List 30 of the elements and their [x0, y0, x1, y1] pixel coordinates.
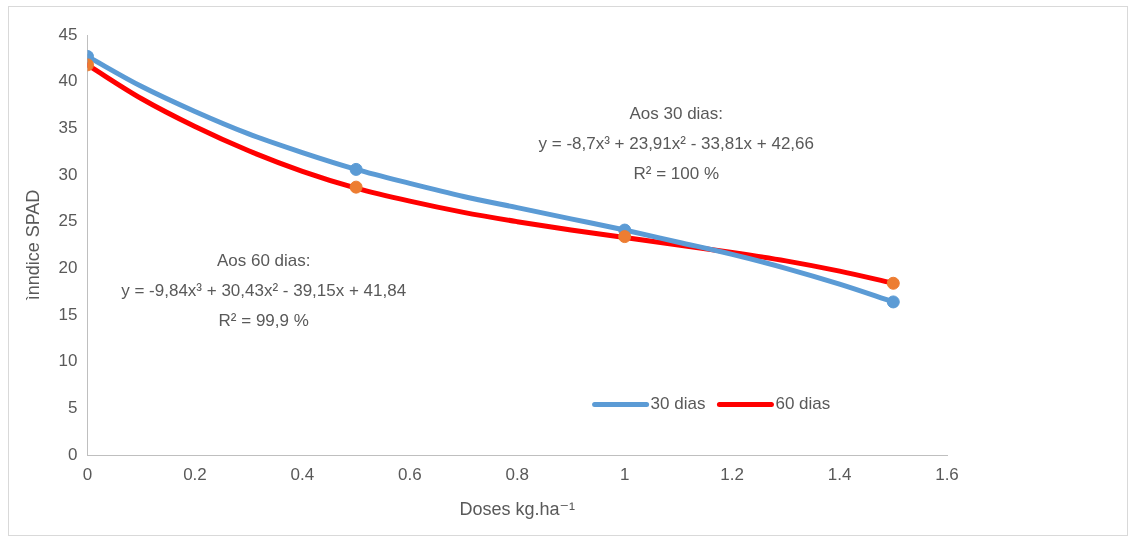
y-tick-label: 45: [58, 24, 78, 44]
y-tick-label: 5: [68, 398, 78, 418]
y-tick-label: 10: [58, 351, 78, 371]
x-tick-label: 0: [82, 464, 93, 484]
x-tick-label: 0.4: [290, 464, 315, 484]
annotation: Aos 30 dias: y = -8,7x³ + 23,91x² - 33,81x + 42,66 R² = 100 %: [538, 104, 814, 184]
x-tick-label: 1.4: [827, 464, 852, 484]
y-tick-label: 0: [68, 444, 78, 464]
x-axis-title: Doses kg.ha⁻¹: [459, 499, 576, 520]
point: [618, 230, 632, 244]
legend-label: 60 dias: [775, 394, 831, 414]
x-tick-label: 1.6: [935, 464, 959, 484]
x-tick-label: 0.8: [505, 464, 530, 484]
point: [886, 295, 900, 309]
y-tick-label: 30: [58, 164, 78, 184]
y-tick-label: 20: [58, 258, 78, 278]
x-tick-label: 1: [619, 464, 630, 484]
y-tick-label: 25: [58, 211, 78, 231]
point: [349, 162, 363, 176]
point: [349, 180, 363, 194]
y-axis-title: ìnndice SPAD: [22, 189, 43, 301]
point: [886, 276, 900, 290]
x-tick-label: 1.2: [720, 464, 744, 484]
x-tick-label: 0.2: [183, 464, 207, 484]
x-tick-label: 0.6: [398, 464, 422, 484]
y-tick-label: 15: [58, 304, 78, 324]
y-tick-label: 35: [58, 118, 78, 138]
annotation: Aos 60 dias: y = -9,84x³ + 30,43x² - 39,15x + 41,84 R² = 99,9 %: [121, 251, 407, 331]
legend-label: 30 dias: [650, 394, 706, 414]
y-tick-label: 40: [58, 71, 78, 91]
